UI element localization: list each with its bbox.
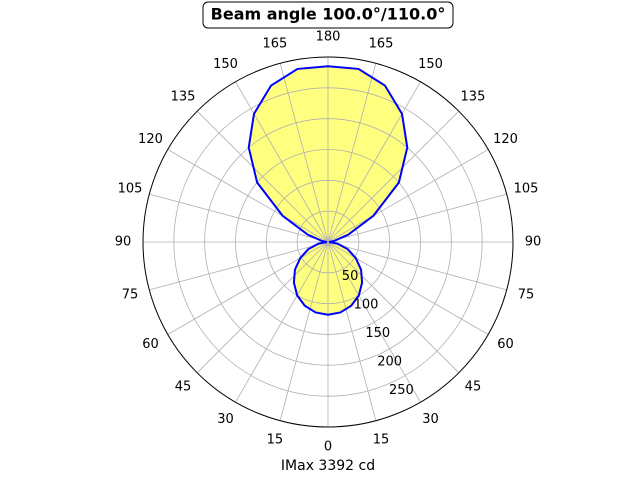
theta-tick-label: 45 xyxy=(465,379,482,394)
r-tick-label: 250 xyxy=(389,383,414,398)
r-grid-line xyxy=(204,118,452,366)
polar-spine xyxy=(142,56,514,428)
theta-tick-label: 135 xyxy=(461,90,486,105)
theta-tick-label: 30 xyxy=(217,412,234,427)
r-grid-line xyxy=(173,87,483,397)
theta-tick-label: 60 xyxy=(497,337,514,352)
r-grid-line xyxy=(265,179,391,305)
theta-tick-label: 150 xyxy=(418,57,443,72)
theta-tick-label: 75 xyxy=(518,288,535,303)
x-axis-label: IMax 3392 cd xyxy=(281,458,375,474)
theta-tick-label: 60 xyxy=(142,337,159,352)
r-tick-label: 100 xyxy=(354,297,379,312)
r-tick-label: 150 xyxy=(365,326,390,341)
theta-tick-label: 135 xyxy=(171,90,196,105)
r-tick-label: 50 xyxy=(342,269,359,284)
theta-tick-label: 105 xyxy=(514,181,539,196)
theta-tick-label: 0 xyxy=(324,440,332,455)
theta-tick-label: 165 xyxy=(263,36,288,51)
title-box xyxy=(202,1,454,29)
theta-tick-label: 150 xyxy=(213,57,238,72)
r-grid-line xyxy=(296,210,360,274)
theta-tick-label: 75 xyxy=(122,288,139,303)
theta-tick-label: 15 xyxy=(373,433,390,448)
theta-tick-label: 90 xyxy=(115,235,132,250)
line xyxy=(247,65,409,316)
chart-title: Beam angle 100.0°/110.0° xyxy=(211,5,446,24)
theta-tick-label: 120 xyxy=(493,132,518,147)
r-tick-label: 200 xyxy=(377,354,402,369)
r-grid-line xyxy=(235,149,421,335)
theta-tick-label: 45 xyxy=(175,379,192,394)
theta-tick-label: 30 xyxy=(422,412,439,427)
theta-tick-label: 165 xyxy=(369,36,394,51)
theta-tick-label: 120 xyxy=(138,132,163,147)
theta-tick-label: 105 xyxy=(118,181,143,196)
theta-tick-label: 180 xyxy=(316,30,341,45)
theta-tick-label: 90 xyxy=(525,235,542,250)
theta-tick-label: 15 xyxy=(267,433,284,448)
